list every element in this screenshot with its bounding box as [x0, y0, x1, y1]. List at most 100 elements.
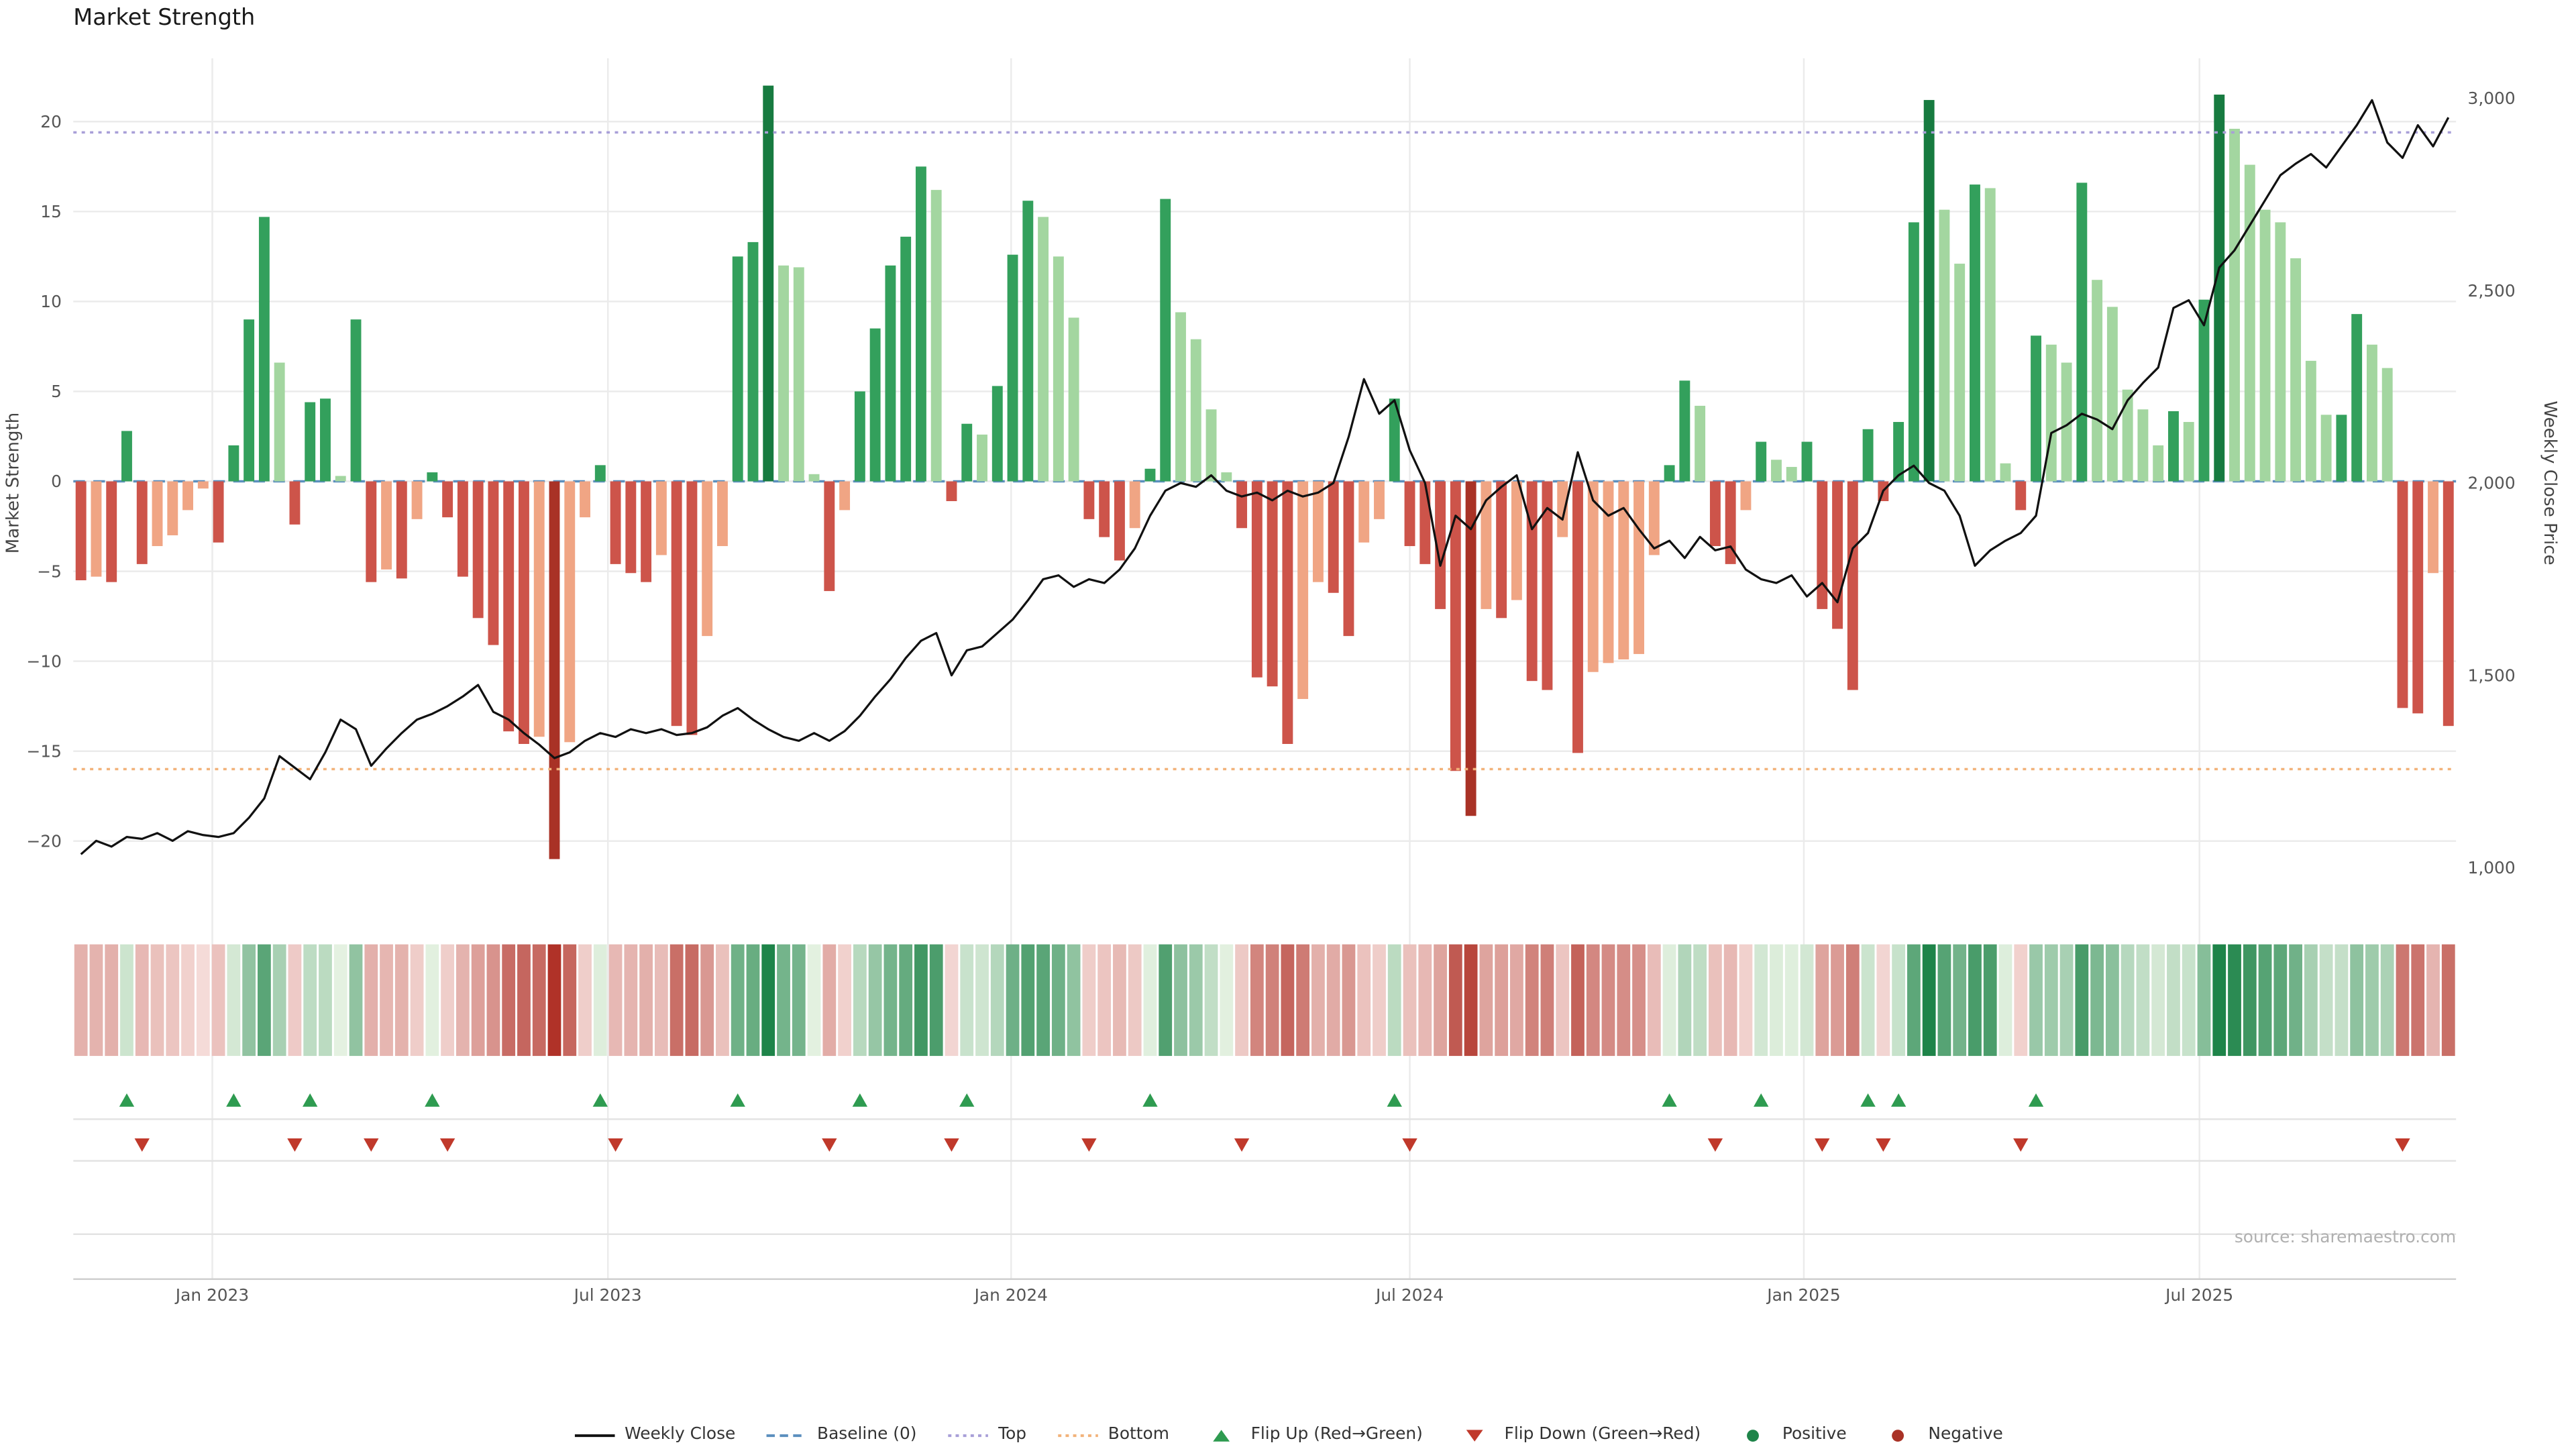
flip-down-marker [822, 1138, 837, 1152]
legend-item-weekly-close[interactable]: Weekly Close [573, 1426, 735, 1444]
heatmap-cell [105, 944, 119, 1057]
strength-bar [1709, 481, 1721, 547]
x-tick-label: Jul 2025 [2164, 1285, 2233, 1305]
heatmap-cell [1556, 944, 1570, 1057]
strength-bar [366, 481, 377, 582]
heatmap-cell [394, 944, 409, 1057]
strength-bar [244, 319, 255, 482]
heatmap-cell [1907, 944, 1921, 1057]
heatmap-cell [89, 944, 103, 1057]
strength-bar [1847, 481, 1858, 690]
heatmap-cell [883, 944, 898, 1057]
heatmap-cell [2182, 944, 2196, 1057]
heatmap-cell [1815, 944, 1829, 1057]
strength-bar [1648, 481, 1660, 555]
heatmap-cell [333, 944, 347, 1057]
strength-bar [549, 481, 560, 859]
strength-bar [1970, 184, 1980, 482]
strength-bar [1160, 199, 1171, 482]
strength-bar [228, 445, 239, 482]
heatmap-cell [1922, 944, 1936, 1057]
heatmap-cell [1067, 944, 1081, 1057]
strength-bar [1053, 256, 1064, 482]
strength-bar [869, 328, 881, 482]
strength-bar [2366, 344, 2377, 482]
strength-bar [1144, 468, 1156, 482]
heatmap-cell [303, 944, 317, 1057]
heatmap-cell [868, 944, 882, 1057]
strength-bar [1404, 481, 1415, 547]
strength-bar [1450, 481, 1461, 771]
heatmap-cell [807, 944, 821, 1057]
dots-legend-glyph [948, 1433, 989, 1436]
flip-up-marker [852, 1093, 868, 1107]
strength-bar [305, 402, 316, 482]
legend-item-baseline-0[interactable]: Baseline (0) [765, 1426, 916, 1444]
legend-item-bottom[interactable]: Bottom [1057, 1426, 1169, 1444]
triangle-up-legend-glyph [1212, 1429, 1230, 1441]
strength-bar [1908, 222, 1919, 482]
heatmap-cell [1036, 944, 1050, 1057]
heatmap-cell [563, 944, 577, 1057]
legend-item-positive[interactable]: Positive [1731, 1426, 1847, 1444]
right-tick-label: 1,000 [2468, 858, 2516, 877]
strength-bar [900, 236, 912, 482]
flip-up-marker [425, 1093, 440, 1107]
heatmap-cell [1525, 944, 1539, 1057]
flip-down-marker [1815, 1138, 1830, 1152]
heatmap-cell [1770, 944, 1783, 1057]
heatmap-cell [425, 944, 439, 1057]
strength-bar [1786, 467, 1797, 482]
flip-down-marker [1081, 1138, 1097, 1152]
legend-item-flip-down-green-red[interactable]: Flip Down (Green→Red) [1453, 1426, 1701, 1444]
heatmap-cell [2014, 944, 2028, 1057]
legend-item-top[interactable]: Top [947, 1426, 1026, 1444]
left-tick-label: −5 [37, 561, 62, 581]
legend-item-negative[interactable]: Negative [1876, 1426, 2003, 1444]
line-legend-glyph [574, 1433, 615, 1436]
heatmap-cell [1662, 944, 1676, 1057]
heatmap-cell [1250, 944, 1264, 1057]
strength-bar [2076, 182, 2088, 482]
heatmap-cell [929, 944, 943, 1057]
dots-legend-glyph [1058, 1433, 1098, 1436]
strength-bar [930, 190, 942, 482]
heatmap-cell [1326, 944, 1340, 1057]
heatmap-cell [1021, 944, 1035, 1057]
heatmap-cell [2273, 944, 2288, 1057]
strength-bar [1328, 481, 1339, 593]
heatmap-cell [1754, 944, 1768, 1057]
threshold-lines-layer [73, 131, 2457, 771]
flip-down-marker [1707, 1138, 1723, 1152]
heatmap-cell [1632, 944, 1646, 1057]
x-tick-label: Jan 2024 [973, 1285, 1048, 1305]
legend-item-flip-up-red-green[interactable]: Flip Up (Red→Green) [1199, 1426, 1423, 1444]
strength-bar [655, 481, 667, 555]
heatmap-cell [1097, 944, 1112, 1057]
heatmap-cell [1968, 944, 1982, 1057]
strength-bar [610, 481, 621, 564]
right-tick-label: 3,000 [2468, 89, 2516, 108]
strength-bar [2106, 307, 2118, 482]
heatmap-cell [166, 944, 180, 1057]
heatmap-cell [1464, 944, 1478, 1057]
strength-bar [915, 166, 926, 482]
flip-down-marker [1234, 1138, 1250, 1152]
strength-bar [182, 481, 194, 511]
strength-bar [152, 481, 163, 547]
strength-bar [1542, 481, 1553, 690]
strength-bar [1923, 100, 1935, 482]
strength-bar [977, 434, 987, 482]
heatmap-cell [1723, 944, 1737, 1057]
strength-bar [2045, 344, 2057, 482]
left-tick-label: 20 [40, 112, 62, 131]
strength-bar [1481, 481, 1492, 609]
heatmap-cell [746, 944, 760, 1057]
heatmap-cell [1800, 944, 1814, 1057]
heatmap-cell [1357, 944, 1371, 1057]
strength-bar [824, 481, 835, 592]
strength-bar [427, 472, 438, 482]
heatmap-cell [272, 944, 286, 1057]
heatmap-cell [608, 944, 623, 1057]
